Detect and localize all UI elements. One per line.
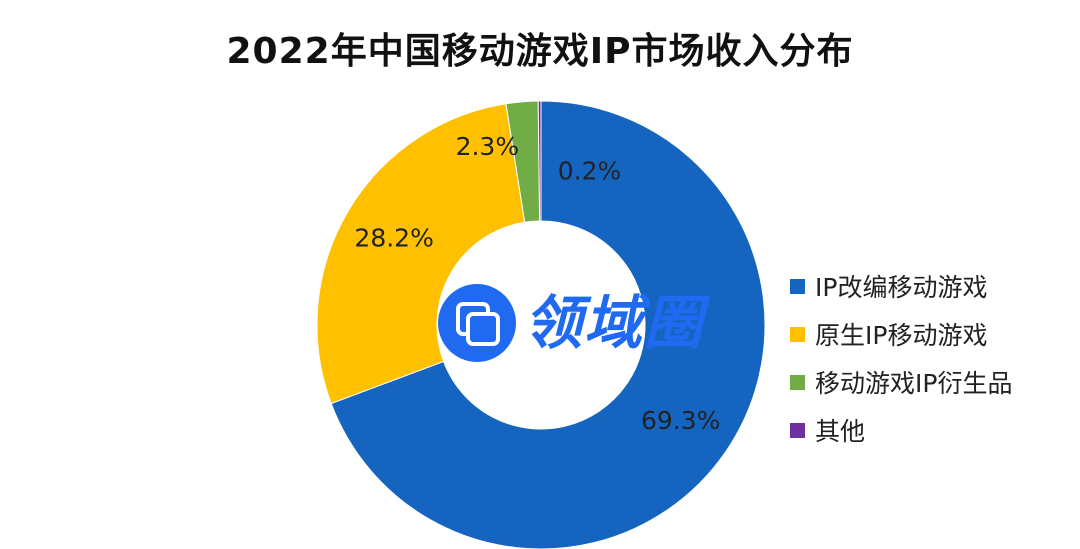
legend-label: 其他	[815, 417, 866, 446]
donut-slice-1	[330, 100, 766, 549]
legend-swatch	[790, 374, 805, 390]
legend-item-4: 其他	[790, 406, 1012, 454]
legend-item-2: 原生IP移动游戏	[790, 310, 1012, 358]
legend-item-3: 移动游戏IP衍生品	[790, 358, 1012, 406]
donut-slice-4	[537, 100, 542, 222]
legend: IP改编移动游戏 原生IP移动游戏 移动游戏IP衍生品 其他	[790, 262, 1012, 454]
legend-item-1: IP改编移动游戏	[790, 262, 1012, 310]
watermark-logo-icon	[438, 284, 516, 362]
legend-swatch	[790, 278, 805, 294]
slice-value-label-2: 28.2%	[354, 223, 433, 252]
watermark: 领域圈	[438, 283, 704, 363]
donut-slices	[316, 100, 766, 549]
legend-swatch	[790, 326, 805, 342]
donut-slice-2	[316, 103, 526, 405]
slice-value-label-1: 69.3%	[641, 406, 720, 435]
chart-title: 2022年中国移动游戏IP市场收入分布	[226, 31, 854, 72]
watermark-text: 领域圈	[524, 289, 705, 357]
slice-value-label-3: 2.3%	[456, 132, 520, 161]
slice-value-label-4: 0.2%	[558, 157, 622, 186]
slice-labels: 69.3% 28.2% 2.3% 0.2%	[354, 132, 720, 435]
legend-label: 移动游戏IP衍生品	[815, 369, 1013, 398]
legend-label: IP改编移动游戏	[815, 273, 988, 302]
legend-label: 原生IP移动游戏	[815, 321, 988, 350]
legend-swatch	[790, 422, 805, 438]
